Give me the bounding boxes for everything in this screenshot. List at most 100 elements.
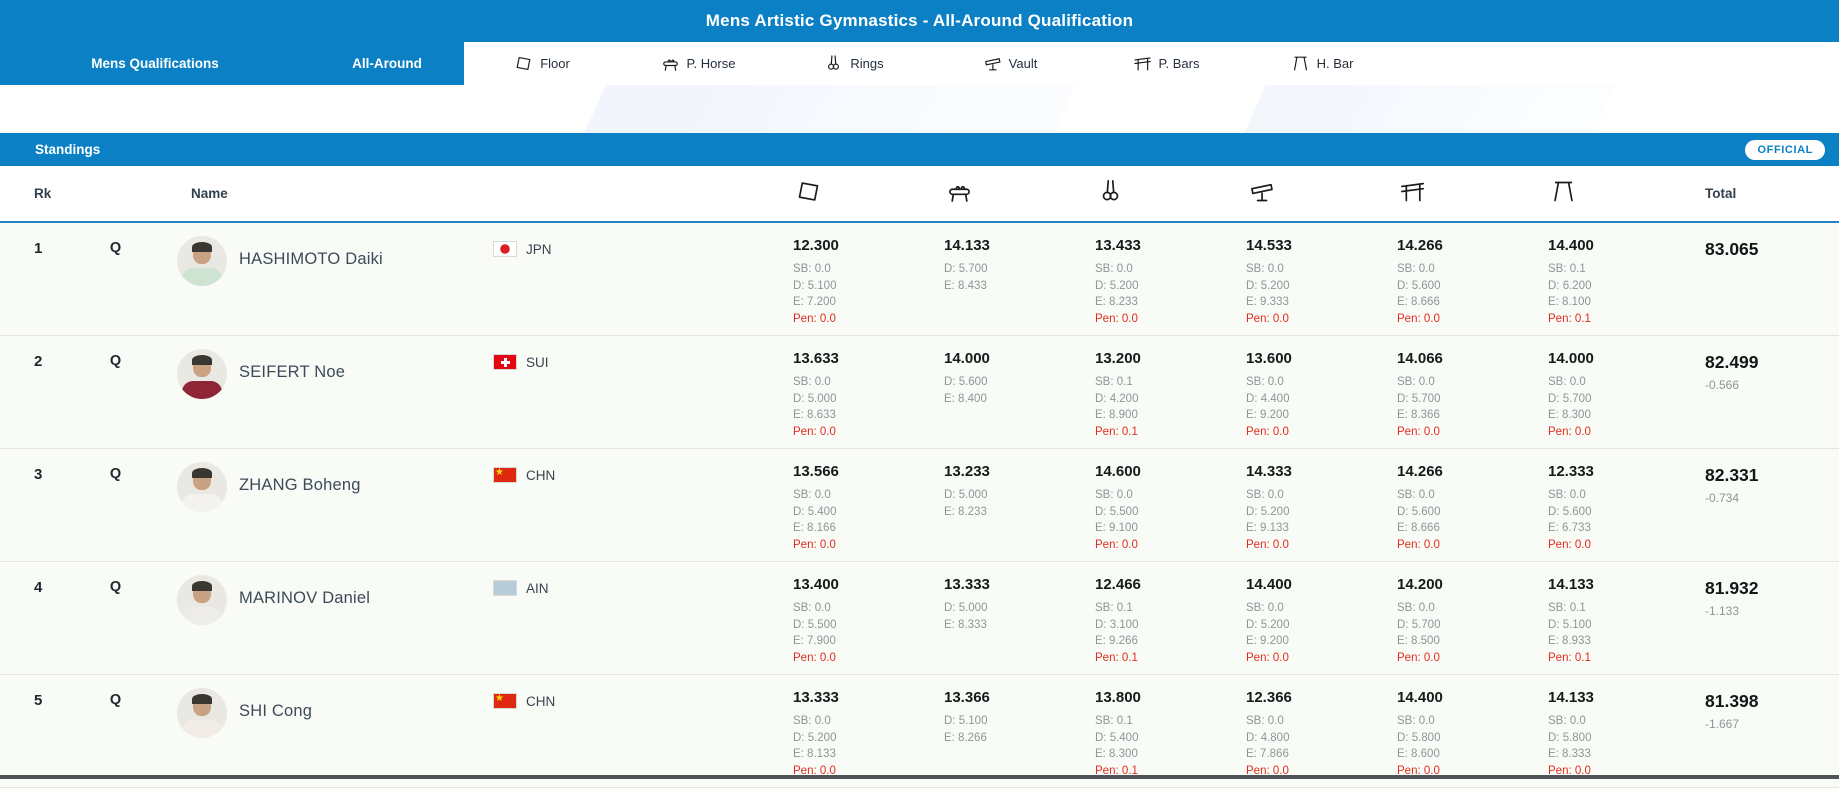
floor-icon <box>795 178 822 205</box>
score-e: E: 8.666 <box>1397 522 1440 534</box>
score-value: 13.366 <box>944 689 990 706</box>
score-cell-horizontal-bar: 14.000 SB: 0.0 D: 5.700 E: 8.300 Pen: 0.0 <box>1544 350 1695 440</box>
tab-all-around[interactable]: All-Around <box>310 42 464 85</box>
flag-chn-icon: ★ <box>493 693 517 709</box>
tab-h-bar[interactable]: H. Bar <box>1244 42 1400 85</box>
score-d: D: 5.200 <box>1246 279 1290 292</box>
score-sb: SB: 0.0 <box>1246 263 1284 275</box>
athlete-name: ZHANG Boheng <box>239 476 361 494</box>
score-cell-rings: 13.200 SB: 0.1 D: 4.200 E: 8.900 Pen: 0.1 <box>1091 350 1242 440</box>
score-cell-horizontal-bar: 14.133 SB: 0.1 D: 5.100 E: 8.933 Pen: 0.1 <box>1544 576 1695 666</box>
total-value: 81.932 <box>1705 578 1759 598</box>
apparatus-tabs: Floor P. Horse Rings Vault P. Bars H. Bar <box>464 42 1400 85</box>
score-sb: SB: 0.0 <box>793 715 831 727</box>
score-cell-horizontal-bar: 14.133 SB: 0.0 D: 5.800 E: 8.333 Pen: 0.0 <box>1544 689 1695 779</box>
score-cell-vault: 14.533 SB: 0.0 D: 5.200 E: 9.333 Pen: 0.0 <box>1242 237 1393 327</box>
vault-icon <box>1248 178 1275 205</box>
score-cell-rings: 13.433 SB: 0.0 D: 5.200 E: 8.233 Pen: 0.0 <box>1091 237 1242 327</box>
score-d: D: 5.000 <box>944 602 988 614</box>
score-sb: SB: 0.0 <box>1246 376 1284 388</box>
table-header: Rk Name Total <box>0 166 1839 223</box>
total-cell: 83.065 <box>1695 237 1839 260</box>
tab-p-horse[interactable]: P. Horse <box>620 42 776 85</box>
score-pen: Pen: 0.0 <box>1246 312 1289 325</box>
rank: 2 <box>34 353 43 370</box>
tab-floor[interactable]: Floor <box>464 42 620 85</box>
score-value: 12.366 <box>1246 689 1292 706</box>
avatar <box>177 349 227 399</box>
noc-code: SUI <box>526 354 549 370</box>
score-d: D: 3.100 <box>1095 618 1139 631</box>
score-value: 14.400 <box>1246 576 1292 593</box>
score-e: E: 8.633 <box>793 409 836 421</box>
score-sb: SB: 0.0 <box>793 263 831 275</box>
nav-mens-qualifications[interactable]: Mens Qualifications <box>91 56 219 71</box>
score-value: 13.433 <box>1095 237 1141 254</box>
score-value: 13.233 <box>944 463 990 480</box>
qualified-badge: Q <box>109 240 122 256</box>
tab-vault[interactable]: Vault <box>932 42 1088 85</box>
table-row[interactable]: 5 Q SHI Cong ★ CHN 13.333 SB: 0.0 D: 5.200 E: 8.… <box>0 675 1839 788</box>
score-d: D: 5.000 <box>793 392 837 405</box>
score-cell-parallel-bars: 14.066 SB: 0.0 D: 5.700 E: 8.366 Pen: 0.0 <box>1393 350 1544 440</box>
bottom-edge-strip <box>0 775 1839 779</box>
score-d: D: 5.000 <box>944 489 988 501</box>
tab-p-bars[interactable]: P. Bars <box>1088 42 1244 85</box>
score-value: 14.333 <box>1246 463 1292 480</box>
score-e: E: 8.333 <box>944 618 987 631</box>
table-row[interactable]: 4 Q MARINOV Daniel AIN 13.400 SB: 0.0 D: 5.500… <box>0 562 1839 675</box>
country-cell: AIN <box>493 576 789 596</box>
score-cell-pommel-horse: 13.233 D: 5.000 E: 8.233 <box>940 463 1091 520</box>
score-d: D: 4.200 <box>1095 392 1139 405</box>
score-pen: Pen: 0.0 <box>1397 538 1440 551</box>
score-e: E: 9.200 <box>1246 409 1289 421</box>
column-header-rings <box>1091 178 1242 210</box>
country-cell: JPN <box>493 237 789 257</box>
score-cell-parallel-bars: 14.200 SB: 0.0 D: 5.700 E: 8.500 Pen: 0.0 <box>1393 576 1544 666</box>
score-d: D: 5.700 <box>1397 392 1441 405</box>
horizontal-bar-icon <box>1550 178 1577 205</box>
avatar <box>177 575 227 625</box>
score-sb: SB: 0.1 <box>1095 376 1133 388</box>
score-value: 14.133 <box>1548 689 1594 706</box>
score-cell-floor: 12.300 SB: 0.0 D: 5.100 E: 7.200 Pen: 0.0 <box>789 237 940 327</box>
score-pen: Pen: 0.0 <box>1246 425 1289 438</box>
score-value: 13.200 <box>1095 350 1141 367</box>
score-e: E: 8.600 <box>1397 748 1440 760</box>
flag-ain-icon <box>493 580 517 596</box>
score-pen: Pen: 0.0 <box>1095 538 1138 551</box>
score-e: E: 8.333 <box>1548 748 1591 760</box>
score-pen: Pen: 0.0 <box>1095 312 1138 325</box>
score-e: E: 8.300 <box>1548 409 1591 421</box>
total-gap: -0.734 <box>1705 491 1740 505</box>
page-title: Mens Artistic Gymnastics - All-Around Qu… <box>705 11 1134 30</box>
score-e: E: 8.100 <box>1548 296 1591 308</box>
country-cell: ★ CHN <box>493 689 789 709</box>
country-cell: ★ CHN <box>493 463 789 483</box>
table-row[interactable]: 3 Q ZHANG Boheng ★ CHN 13.566 SB: 0.0 D: 5.400 E… <box>0 449 1839 562</box>
score-d: D: 5.800 <box>1548 731 1592 744</box>
tab-label: Vault <box>1008 56 1038 71</box>
table-row[interactable]: 1 Q HASHIMOTO Daiki JPN 12.300 SB: 0.0 D: 5.10… <box>0 223 1839 336</box>
score-cell-horizontal-bar: 12.333 SB: 0.0 D: 5.600 E: 6.733 Pen: 0.0 <box>1544 463 1695 553</box>
score-pen: Pen: 0.0 <box>1548 764 1591 777</box>
score-cell-floor: 13.633 SB: 0.0 D: 5.000 E: 8.633 Pen: 0.0 <box>789 350 940 440</box>
score-pen: Pen: 0.0 <box>793 651 836 664</box>
score-d: D: 5.100 <box>793 279 837 292</box>
table-row[interactable]: 2 Q SEIFERT Noe SUI 13.633 SB: 0.0 D: 5.000 E: … <box>0 336 1839 449</box>
score-cell-pommel-horse: 14.133 D: 5.700 E: 8.433 <box>940 237 1091 294</box>
score-sb: SB: 0.0 <box>793 489 831 501</box>
score-sb: SB: 0.0 <box>1095 263 1133 275</box>
total-value: 81.398 <box>1705 691 1759 711</box>
score-pen: Pen: 0.0 <box>793 425 836 438</box>
parallel-bars-icon <box>1399 178 1426 205</box>
noc-code: CHN <box>526 467 556 483</box>
tab-rings[interactable]: Rings <box>776 42 932 85</box>
score-e: E: 8.433 <box>944 279 987 292</box>
score-value: 13.800 <box>1095 689 1141 706</box>
score-value: 14.000 <box>1548 350 1594 367</box>
score-sb: SB: 0.1 <box>1095 715 1133 727</box>
score-value: 14.533 <box>1246 237 1292 254</box>
score-d: D: 5.800 <box>1397 731 1441 744</box>
total-value: 82.499 <box>1705 352 1759 372</box>
